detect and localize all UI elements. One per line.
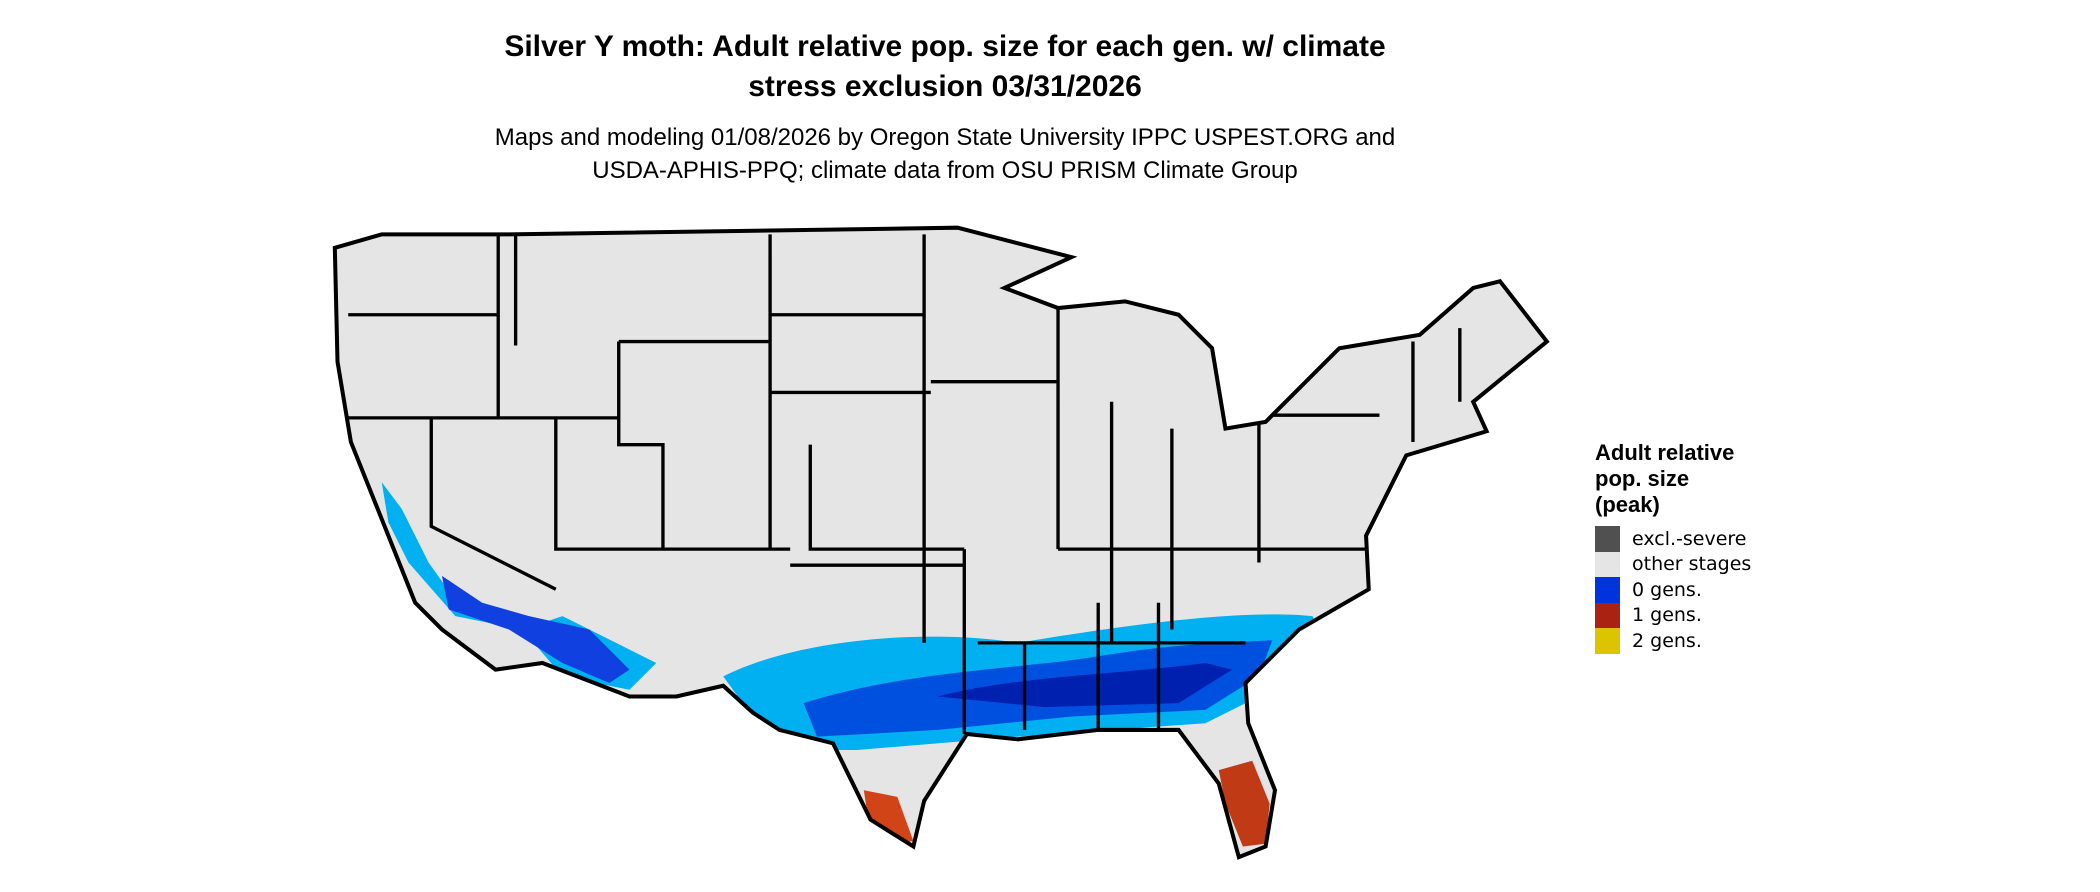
legend-swatch: [1595, 602, 1620, 628]
legend-title-line3: (peak): [1595, 492, 1660, 517]
map-subtitle: Maps and modeling 01/08/2026 by Oregon S…: [494, 124, 1396, 151]
legend-item-1-gens: 1 gens.: [1595, 602, 1815, 628]
legend-swatch: [1595, 628, 1620, 654]
zone-florida-red: [1218, 760, 1270, 847]
map-title-line2: stress exclusion 03/31/2026: [748, 70, 1142, 103]
map-title: Silver Y moth: Adult relative pop. size …: [504, 30, 1386, 63]
legend-swatch: [1595, 551, 1620, 577]
legend-item-2-gens: 2 gens.: [1595, 628, 1815, 654]
zone-texas-red: [863, 790, 914, 844]
legend-item-excl-severe: excl.-severe: [1595, 526, 1815, 552]
legend-item-0-gens: 0 gens.: [1595, 577, 1815, 603]
legend-swatch: [1595, 577, 1620, 603]
legend-item-other-stages: other stages: [1595, 551, 1815, 577]
state-borders: [345, 234, 1462, 734]
legend-title-line2: pop. size: [1595, 466, 1690, 491]
legend: Adult relative pop. size (peak) excl.-se…: [1595, 440, 1815, 654]
legend-swatch: [1595, 526, 1620, 552]
legend-title: Adult relative: [1595, 440, 1735, 465]
map-subtitle-line2: USDA-APHIS-PPQ; climate data from OSU PR…: [592, 157, 1298, 184]
zone-california-blue: [441, 575, 630, 684]
